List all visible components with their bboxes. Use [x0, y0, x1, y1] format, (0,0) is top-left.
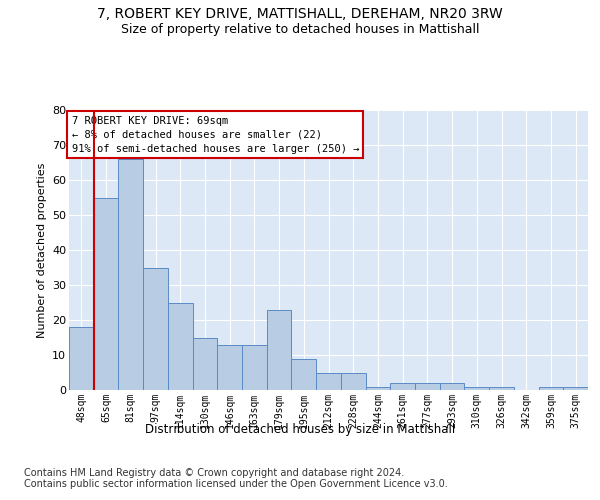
Bar — [539, 386, 563, 390]
Bar — [390, 383, 415, 390]
Bar — [341, 372, 365, 390]
Bar — [489, 386, 514, 390]
Bar — [440, 383, 464, 390]
Bar — [118, 159, 143, 390]
Text: 7, ROBERT KEY DRIVE, MATTISHALL, DEREHAM, NR20 3RW: 7, ROBERT KEY DRIVE, MATTISHALL, DEREHAM… — [97, 8, 503, 22]
Bar — [69, 327, 94, 390]
Bar — [316, 372, 341, 390]
Bar — [193, 338, 217, 390]
Y-axis label: Number of detached properties: Number of detached properties — [37, 162, 47, 338]
Text: Distribution of detached houses by size in Mattishall: Distribution of detached houses by size … — [145, 422, 455, 436]
Bar — [143, 268, 168, 390]
Bar — [292, 358, 316, 390]
Text: Size of property relative to detached houses in Mattishall: Size of property relative to detached ho… — [121, 22, 479, 36]
Bar — [242, 344, 267, 390]
Bar — [365, 386, 390, 390]
Bar — [267, 310, 292, 390]
Bar — [94, 198, 118, 390]
Bar — [563, 386, 588, 390]
Bar — [217, 344, 242, 390]
Text: 7 ROBERT KEY DRIVE: 69sqm
← 8% of detached houses are smaller (22)
91% of semi-d: 7 ROBERT KEY DRIVE: 69sqm ← 8% of detach… — [71, 116, 359, 154]
Bar — [464, 386, 489, 390]
Bar — [415, 383, 440, 390]
Bar — [168, 302, 193, 390]
Text: Contains HM Land Registry data © Crown copyright and database right 2024.
Contai: Contains HM Land Registry data © Crown c… — [24, 468, 448, 489]
